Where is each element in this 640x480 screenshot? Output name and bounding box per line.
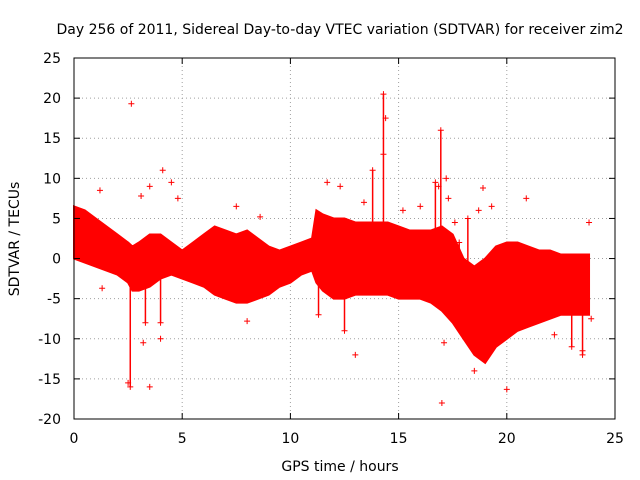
data-point xyxy=(503,386,510,393)
data-point xyxy=(441,339,448,346)
data-point xyxy=(99,285,106,292)
data-point xyxy=(140,339,147,346)
spike-point xyxy=(315,311,322,318)
plot-frame xyxy=(73,57,616,420)
data-point xyxy=(451,219,458,226)
data-point xyxy=(523,195,530,202)
y-tick-label: -20 xyxy=(38,412,61,428)
spike-point xyxy=(142,319,149,326)
spike-point xyxy=(369,167,376,174)
x-tick-label: 0 xyxy=(70,431,79,447)
spike-point xyxy=(341,327,348,334)
spike-point xyxy=(437,127,444,134)
data-point xyxy=(146,183,153,190)
data-point xyxy=(435,183,442,190)
y-axis-label: SDTVAR / TECUs xyxy=(7,182,23,297)
spike-point xyxy=(157,319,164,326)
x-tick-label: 15 xyxy=(390,431,408,447)
data-point xyxy=(96,187,103,194)
spike-point xyxy=(432,179,439,186)
y-tick-label: 5 xyxy=(52,211,61,227)
data-point xyxy=(157,335,164,342)
data-point xyxy=(482,351,489,358)
data-point xyxy=(138,192,145,199)
x-tick-label: 5 xyxy=(178,431,187,447)
data-point xyxy=(352,351,359,358)
data-point xyxy=(159,167,166,174)
y-tick-label: -5 xyxy=(47,292,61,308)
spike-point xyxy=(486,311,493,318)
y-tick-label: 25 xyxy=(43,51,61,67)
data-point xyxy=(168,179,175,186)
data-point xyxy=(146,383,153,390)
spike-point xyxy=(380,91,387,98)
data-point xyxy=(579,347,586,354)
chart-title: Day 256 of 2011, Sidereal Day-to-day VTE… xyxy=(57,22,624,38)
data-point xyxy=(443,175,450,182)
data-point xyxy=(399,207,406,214)
y-tick-label: 15 xyxy=(43,131,61,147)
x-tick-label: 25 xyxy=(606,431,624,447)
data-point xyxy=(233,203,240,210)
data-point xyxy=(257,213,264,220)
data-point xyxy=(445,195,452,202)
data-point xyxy=(438,399,445,406)
data-band xyxy=(73,204,591,365)
y-tick-label: -10 xyxy=(38,332,61,348)
data-point xyxy=(471,367,478,374)
data-point xyxy=(488,203,495,210)
spike-point xyxy=(464,215,471,222)
y-tick-label: 20 xyxy=(43,91,61,107)
data-point xyxy=(244,318,251,325)
data-layer xyxy=(73,91,595,406)
axis-ticks: 0 5 10 15 20 25 -20 -15 -10 -5 0 5 10 15 20 25 xyxy=(38,51,624,447)
x-tick-label: 10 xyxy=(281,431,299,447)
y-tick-label: 10 xyxy=(43,171,61,187)
data-point xyxy=(360,199,367,206)
data-point xyxy=(417,203,424,210)
spike-point xyxy=(456,239,463,246)
data-point xyxy=(588,315,595,322)
data-point xyxy=(382,115,389,122)
spike-point xyxy=(127,383,134,390)
y-tick-label: -15 xyxy=(38,372,61,388)
data-point xyxy=(174,195,181,202)
data-point xyxy=(551,331,558,338)
data-point xyxy=(337,183,344,190)
spike-point xyxy=(568,343,575,350)
data-point xyxy=(479,184,486,191)
y-tick-label: 0 xyxy=(52,252,61,268)
data-point xyxy=(125,379,132,386)
data-point xyxy=(128,100,135,107)
data-point xyxy=(475,207,482,214)
data-point xyxy=(586,219,593,226)
x-axis-label: GPS time / hours xyxy=(281,459,398,475)
data-point xyxy=(324,179,331,186)
x-tick-label: 20 xyxy=(498,431,516,447)
data-point xyxy=(380,151,387,158)
